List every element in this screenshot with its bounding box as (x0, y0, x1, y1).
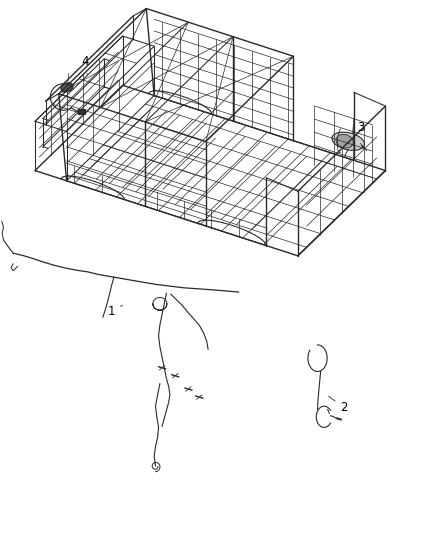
Ellipse shape (336, 134, 353, 148)
Text: 3: 3 (352, 122, 365, 139)
Text: 2: 2 (328, 396, 348, 414)
Text: 1: 1 (108, 305, 123, 318)
Ellipse shape (61, 83, 73, 92)
Text: 4: 4 (81, 55, 89, 75)
Ellipse shape (332, 132, 364, 150)
Bar (78, 109, 85, 114)
